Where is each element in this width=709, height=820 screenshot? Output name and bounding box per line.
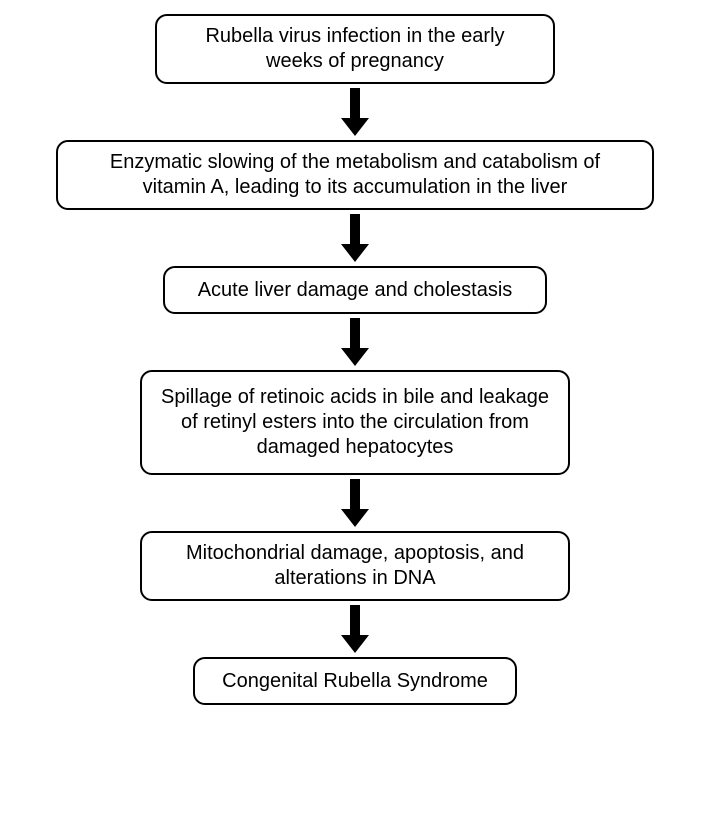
flowchart-node-n4: Spillage of retinoic acids in bile and l… [140,370,570,475]
flowchart-arrow-n2-n3 [0,214,709,262]
flowchart-node-label: Congenital Rubella Syndrome [222,669,488,694]
flowchart-arrow-n4-n5 [0,479,709,527]
flowchart-node-label: Mitochondrial damage, apoptosis, and alt… [160,541,550,591]
flowchart-node-label: Spillage of retinoic acids in bile and l… [160,385,550,460]
flowchart-node-n5: Mitochondrial damage, apoptosis, and alt… [140,531,570,601]
flowchart-node-n2: Enzymatic slowing of the metabolism and … [56,140,654,210]
flowchart-node-label: Rubella virus infection in the early wee… [175,24,535,74]
flowchart-arrow-n5-n6 [0,605,709,653]
flowchart-node-n6: Congenital Rubella Syndrome [193,657,517,705]
flowchart-arrow-n3-n4 [0,318,709,366]
flowchart-node-n1: Rubella virus infection in the early wee… [155,14,555,84]
flowchart-node-label: Acute liver damage and cholestasis [198,278,513,303]
flowchart-canvas: Rubella virus infection in the early wee… [0,0,709,820]
flowchart-arrow-n1-n2 [0,88,709,136]
flowchart-node-label: Enzymatic slowing of the metabolism and … [76,150,634,200]
flowchart-node-n3: Acute liver damage and cholestasis [163,266,547,314]
